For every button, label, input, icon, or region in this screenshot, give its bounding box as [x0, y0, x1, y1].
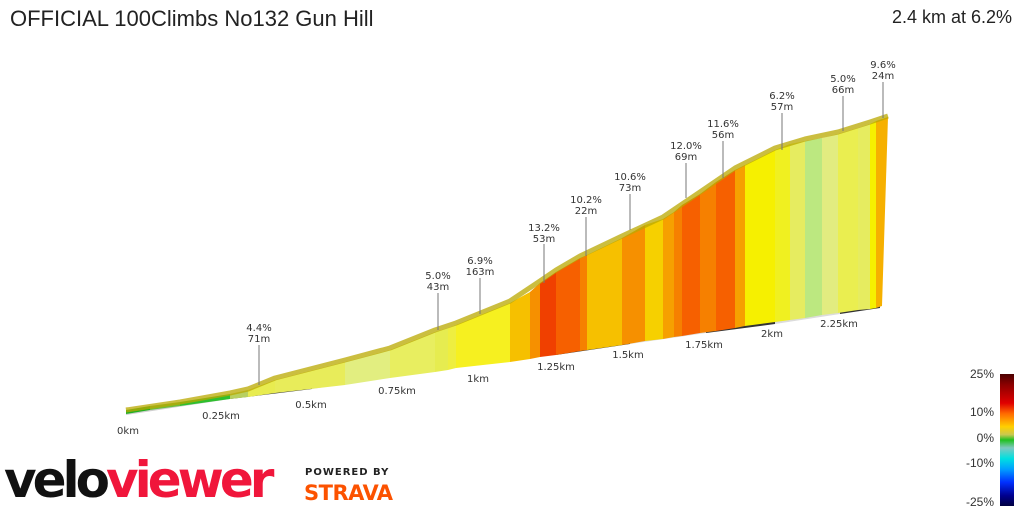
- legend-tick-neg25: -25%: [965, 495, 994, 509]
- powered-by-label: POWERED BY: [305, 467, 390, 478]
- segment-3-length: 53m: [533, 234, 555, 245]
- segment-4-length: 22m: [575, 206, 597, 217]
- segment-1-length: 43m: [427, 282, 449, 293]
- elevation-profile-chart: 4.4% 71m 5.0% 43m 6.9% 163m 13.2% 53m 10…: [117, 60, 896, 437]
- segment-1-gradient: 5.0%: [425, 271, 450, 282]
- segment-9-gradient: 5.0%: [830, 74, 855, 85]
- segment-10-gradient: 9.6%: [870, 60, 895, 71]
- segment-5-length: 73m: [619, 183, 641, 194]
- x-tick-2: 0.5km: [295, 400, 326, 411]
- segment-4-gradient: 10.2%: [570, 195, 602, 206]
- segment-8-length: 57m: [771, 102, 793, 113]
- segment-0-gradient: 4.4%: [246, 323, 271, 334]
- profile-slices: [126, 117, 888, 414]
- gradient-color-scale: [1000, 374, 1014, 506]
- segment-labels: 4.4% 71m 5.0% 43m 6.9% 163m 13.2% 53m 10…: [246, 60, 895, 345]
- segment-2-gradient: 6.9%: [467, 256, 492, 267]
- legend-tick-25: 25%: [969, 367, 994, 381]
- x-tick-6: 1.5km: [612, 350, 643, 361]
- x-tick-3: 0.75km: [378, 386, 416, 397]
- logo-velo: velo: [4, 451, 110, 509]
- segment-0-length: 71m: [248, 334, 270, 345]
- x-tick-5: 1.25km: [537, 362, 575, 373]
- legend-tick-neg10: -10%: [965, 456, 994, 470]
- segment-6-length: 69m: [675, 152, 697, 163]
- strava-logo: STRAVA: [304, 481, 393, 505]
- segment-7-gradient: 11.6%: [707, 119, 739, 130]
- distance-tick-labels: 0km 0.25km 0.5km 0.75km 1km 1.25km 1.5km…: [117, 319, 858, 437]
- segment-3-gradient: 13.2%: [528, 223, 560, 234]
- x-tick-7: 1.75km: [685, 340, 723, 351]
- x-tick-9: 2.25km: [820, 319, 858, 330]
- segment-leaders: [258, 82, 884, 385]
- x-tick-8: 2km: [761, 329, 783, 340]
- segment-5-gradient: 10.6%: [614, 172, 646, 183]
- legend-tick-10: 10%: [969, 405, 994, 419]
- climb-summary: 2.4 km at 6.2%: [891, 7, 1012, 27]
- segment-6-gradient: 12.0%: [670, 141, 702, 152]
- x-tick-0: 0km: [117, 426, 139, 437]
- segment-9-length: 66m: [832, 85, 854, 96]
- x-tick-4: 1km: [467, 374, 489, 385]
- segment-7-length: 56m: [712, 130, 734, 141]
- logo-viewer: viewer: [106, 451, 274, 509]
- profile-top-edge: [125, 113, 889, 413]
- legend-tick-0: 0%: [976, 431, 994, 445]
- segment-2-length: 163m: [466, 267, 495, 278]
- veloviewer-logo: veloviewer: [4, 451, 274, 509]
- x-tick-1: 0.25km: [202, 411, 240, 422]
- segment-8-gradient: 6.2%: [769, 91, 794, 102]
- segment-10-length: 24m: [872, 71, 894, 82]
- page-title: OFFICIAL 100Climbs No132 Gun Hill: [10, 6, 374, 31]
